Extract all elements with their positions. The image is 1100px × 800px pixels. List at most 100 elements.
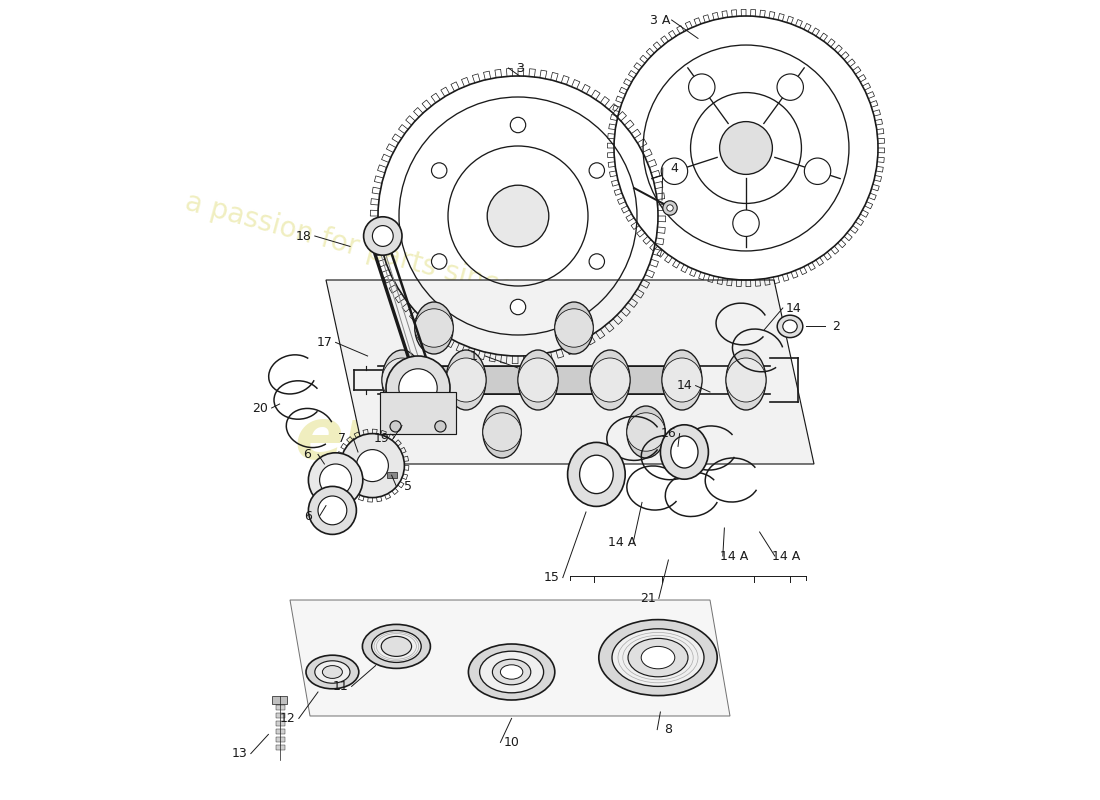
Polygon shape — [478, 366, 526, 394]
Circle shape — [719, 122, 772, 174]
Ellipse shape — [446, 350, 486, 410]
Ellipse shape — [469, 644, 554, 700]
Circle shape — [661, 158, 688, 185]
Ellipse shape — [483, 413, 521, 451]
Ellipse shape — [500, 665, 522, 679]
Circle shape — [340, 434, 405, 498]
Text: 2: 2 — [833, 320, 840, 333]
Circle shape — [777, 74, 803, 100]
Ellipse shape — [778, 315, 803, 338]
Circle shape — [318, 496, 346, 525]
Bar — [387, 472, 397, 478]
Ellipse shape — [612, 629, 704, 686]
Circle shape — [667, 205, 673, 211]
Circle shape — [320, 464, 352, 496]
Ellipse shape — [372, 630, 421, 662]
Bar — [273, 696, 287, 704]
Ellipse shape — [554, 302, 593, 354]
Text: 7: 7 — [338, 432, 346, 445]
Ellipse shape — [568, 442, 625, 506]
Polygon shape — [379, 392, 456, 434]
Ellipse shape — [554, 309, 593, 347]
Bar — [276, 729, 285, 734]
Circle shape — [689, 74, 715, 100]
Text: 17: 17 — [317, 336, 332, 349]
Bar — [276, 721, 285, 726]
Circle shape — [386, 356, 450, 420]
Ellipse shape — [641, 646, 674, 669]
Ellipse shape — [315, 661, 350, 683]
Ellipse shape — [382, 358, 422, 402]
Text: 14: 14 — [786, 302, 802, 314]
Polygon shape — [290, 600, 730, 716]
Circle shape — [510, 118, 526, 133]
Text: 14 A: 14 A — [719, 550, 748, 562]
Text: 3: 3 — [516, 62, 524, 74]
Circle shape — [804, 158, 830, 185]
Ellipse shape — [627, 406, 666, 458]
Circle shape — [308, 453, 363, 507]
Circle shape — [364, 217, 402, 255]
Text: 1: 1 — [470, 350, 477, 362]
Text: 5: 5 — [404, 480, 411, 493]
Circle shape — [356, 450, 388, 482]
Text: 6: 6 — [305, 510, 312, 522]
Text: 10: 10 — [504, 736, 519, 749]
Text: a passion for parts since 1985: a passion for parts since 1985 — [182, 188, 595, 324]
Text: euroParts: euroParts — [294, 406, 690, 474]
Ellipse shape — [726, 350, 766, 410]
Text: 3 A: 3 A — [650, 14, 671, 26]
Ellipse shape — [580, 455, 613, 494]
Ellipse shape — [671, 436, 698, 468]
Ellipse shape — [306, 655, 359, 689]
Circle shape — [390, 421, 402, 432]
Text: 20: 20 — [253, 402, 268, 414]
Ellipse shape — [415, 309, 453, 347]
Text: 21: 21 — [640, 592, 656, 605]
Circle shape — [399, 369, 437, 407]
Text: 13: 13 — [232, 747, 248, 760]
Text: 11: 11 — [332, 680, 349, 693]
Text: 15: 15 — [543, 571, 560, 584]
Circle shape — [308, 486, 356, 534]
Text: 14 A: 14 A — [772, 550, 800, 562]
Polygon shape — [410, 366, 458, 394]
Polygon shape — [326, 280, 814, 464]
Ellipse shape — [590, 358, 630, 402]
Circle shape — [373, 226, 393, 246]
Ellipse shape — [628, 638, 688, 677]
Ellipse shape — [322, 666, 342, 678]
Ellipse shape — [382, 637, 411, 657]
Ellipse shape — [662, 350, 702, 410]
Ellipse shape — [783, 320, 798, 333]
Text: 14: 14 — [676, 379, 692, 392]
Circle shape — [431, 254, 447, 269]
Ellipse shape — [662, 358, 702, 402]
Text: 8: 8 — [664, 723, 672, 736]
Ellipse shape — [382, 350, 422, 410]
Ellipse shape — [362, 625, 430, 669]
Ellipse shape — [660, 425, 708, 479]
Text: 4: 4 — [670, 162, 678, 174]
Circle shape — [510, 299, 526, 314]
Ellipse shape — [483, 406, 521, 458]
Ellipse shape — [446, 358, 486, 402]
Text: 18: 18 — [296, 230, 311, 242]
Circle shape — [590, 162, 605, 178]
Ellipse shape — [598, 619, 717, 695]
Circle shape — [431, 162, 447, 178]
Text: 6: 6 — [302, 448, 310, 461]
Circle shape — [434, 421, 446, 432]
Circle shape — [733, 210, 759, 237]
Circle shape — [487, 186, 549, 246]
Bar — [276, 713, 285, 718]
Ellipse shape — [627, 413, 666, 451]
Ellipse shape — [518, 358, 558, 402]
Ellipse shape — [415, 302, 453, 354]
Text: 12: 12 — [279, 712, 296, 725]
Bar — [276, 737, 285, 742]
Ellipse shape — [590, 350, 630, 410]
Circle shape — [663, 201, 678, 215]
Polygon shape — [550, 366, 598, 394]
Circle shape — [590, 254, 605, 269]
